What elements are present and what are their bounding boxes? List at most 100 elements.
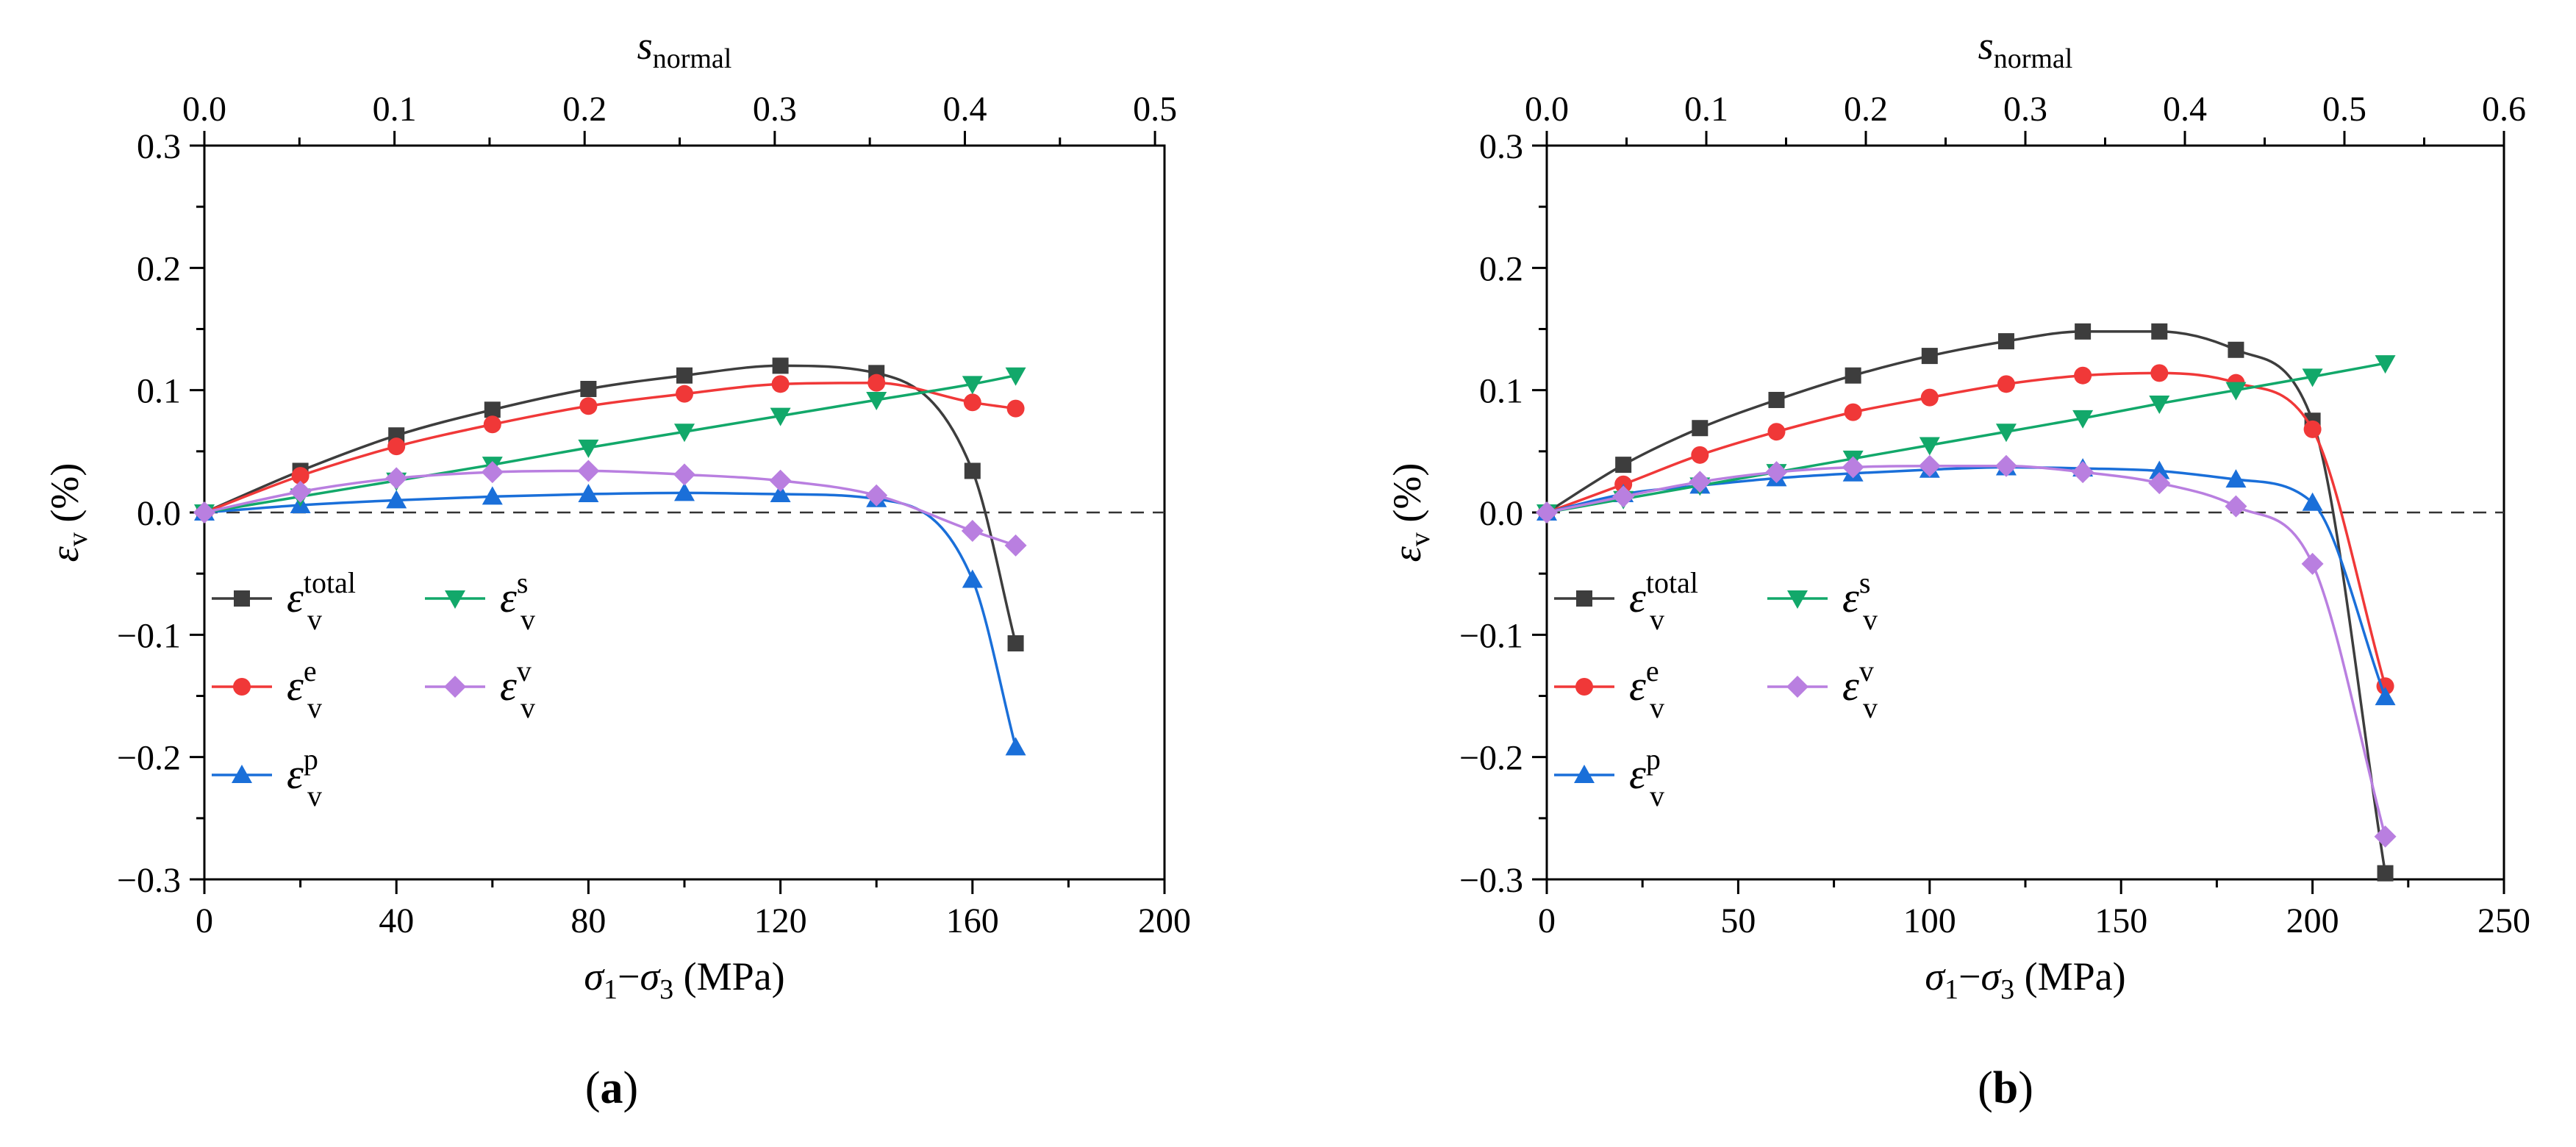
x-tick-label: 0: [196, 901, 213, 940]
series-total-point: [1615, 457, 1632, 474]
series-p-point: [386, 490, 407, 509]
y-axis-title: εv (%): [43, 463, 93, 562]
y-tick-label: −0.3: [1459, 861, 1523, 900]
chart-panel-b: 0 50 100 150 200 250−0.3−0.2−0.10.00.10.20.30…: [1385, 24, 2530, 1005]
series-e-point: [2074, 366, 2092, 385]
legend-e-marker: [1575, 678, 1593, 696]
x-tick-label: 200: [2286, 901, 2339, 940]
top-x-tick-label: 0.3: [2003, 90, 2047, 129]
series-v-point: [1004, 534, 1027, 557]
series-e-point: [1920, 388, 1939, 407]
series-v-point: [1536, 501, 1558, 524]
legend-item-total: εtotal v: [1554, 566, 1698, 636]
y-tick-label: −0.2: [117, 739, 181, 778]
chart-panel-a: 0 40 80 120 160 200−0.3−0.2−0.10.00.10.20.30.…: [43, 24, 1191, 1005]
top-x-axis-title: snormal: [1978, 24, 2073, 74]
x-tick-label: 100: [1903, 901, 1956, 940]
x-tick-label: 40: [379, 901, 414, 940]
series-total-point: [1692, 420, 1709, 437]
legend-total-label: εtotal v: [287, 566, 356, 636]
series-e-point: [2150, 364, 2169, 382]
x-tick-label: 50: [1720, 901, 1756, 940]
series-e-point: [1691, 446, 1709, 464]
legend-v-label: εv v: [1842, 654, 1878, 724]
x-tick-label: 80: [570, 901, 606, 940]
top-x-tick-label: 0.5: [2322, 90, 2366, 129]
series-p-point: [578, 484, 599, 503]
x-axis-title: σ1−σ3 (MPa): [1925, 954, 2125, 1005]
y-tick-label: −0.3: [117, 861, 181, 900]
top-x-tick-label: 0.0: [1525, 90, 1569, 129]
top-x-tick-label: 0.4: [2163, 90, 2207, 129]
legend-total-marker: [234, 590, 250, 607]
series-total-point: [2151, 323, 2168, 340]
series-s-line: [204, 374, 1016, 514]
legend-item-p: εp v: [1554, 743, 1664, 812]
series-v-point: [1689, 471, 1711, 493]
series-v-point: [1994, 454, 2017, 477]
legend-e-label: εe v: [1629, 654, 1664, 724]
series-total-line: [1546, 330, 2387, 873]
series-v-point: [2148, 472, 2171, 495]
series-e-point: [483, 415, 501, 434]
legend-item-s: εs v: [425, 566, 535, 636]
series-v-point: [2374, 825, 2397, 848]
series-s-point: [2375, 355, 2396, 374]
series-total-point: [1997, 333, 2014, 350]
y-axis-title: εv (%): [1385, 463, 1436, 562]
series-total: [1539, 323, 2394, 882]
top-x-tick-label: 0.3: [753, 90, 797, 129]
series-p-point: [962, 569, 983, 588]
x-tick-label: 120: [754, 901, 807, 940]
y-tick-label: −0.1: [1459, 616, 1523, 655]
series-s-line: [1546, 362, 2386, 514]
series-total-point: [1768, 391, 1785, 408]
series-v-point: [577, 460, 600, 482]
series-v: [193, 460, 1027, 557]
legend-item-v: εv v: [425, 654, 535, 724]
legend-item-e: εe v: [1554, 654, 1664, 724]
series-v: [1536, 454, 2397, 848]
series-s-point: [1005, 367, 1026, 386]
series-v-line: [204, 469, 1017, 547]
series-p-point: [2225, 469, 2247, 488]
y-tick-label: −0.1: [117, 616, 181, 655]
series-total-point: [580, 381, 597, 398]
series-v-point: [2072, 461, 2094, 484]
series-p-point: [2375, 687, 2396, 706]
series-v-point: [673, 463, 695, 486]
top-x-tick-label: 0.0: [182, 90, 226, 129]
legend-p-marker: [232, 765, 252, 783]
series-p-point: [2302, 492, 2323, 511]
series-v-point: [385, 467, 408, 490]
series-s-point: [2225, 382, 2247, 401]
series-total-point: [2377, 865, 2394, 882]
legend-item-e: εe v: [212, 654, 322, 724]
series-v-point: [1918, 454, 1941, 477]
series-e-point: [867, 374, 886, 392]
x-tick-label: 250: [2477, 901, 2530, 940]
series-total-point: [484, 401, 501, 418]
series-total-point: [2228, 341, 2244, 358]
series-total-point: [772, 357, 789, 374]
top-x-tick-label: 0.1: [1684, 90, 1728, 129]
series-p-point: [674, 482, 695, 501]
top-x-tick-label: 0.6: [2482, 90, 2526, 129]
series-total-point: [1845, 367, 1861, 384]
series-total-point: [964, 462, 981, 479]
y-tick-label: 0.0: [1479, 494, 1523, 533]
series-v-point: [2225, 495, 2247, 518]
legend: εtotal v εe v εp v εs v εv v: [1554, 566, 1878, 812]
series-p-point: [770, 484, 791, 503]
series-total-point: [1007, 635, 1024, 651]
series-v-line: [1546, 465, 2387, 837]
y-tick-label: −0.2: [1459, 739, 1523, 778]
series-v-point: [1765, 461, 1788, 484]
series-s-point: [2149, 395, 2170, 414]
top-x-tick-label: 0.2: [1844, 90, 1888, 129]
legend-s-marker: [1787, 590, 1808, 609]
series-v-point: [289, 480, 312, 503]
x-tick-label: 150: [2094, 901, 2147, 940]
series-v-point: [2301, 552, 2324, 575]
